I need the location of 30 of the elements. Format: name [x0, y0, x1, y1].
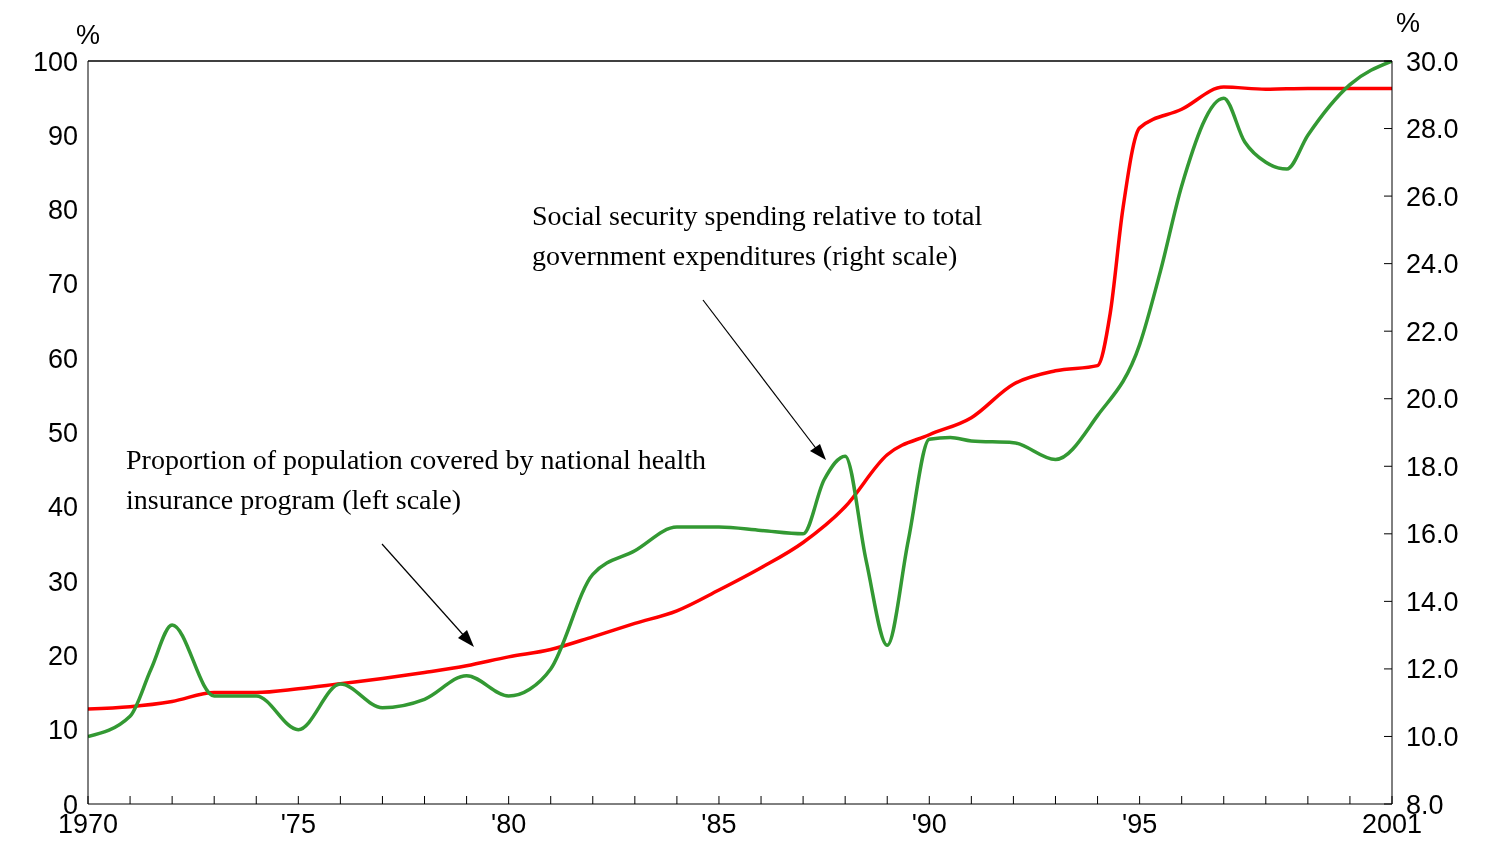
y2-tick-label: 30.0 [1406, 46, 1459, 77]
y2-tick-label: 22.0 [1406, 316, 1459, 347]
y-tick-label: 40 [47, 492, 78, 523]
y-tick-label: 10 [47, 715, 78, 746]
y2-tick-label: 24.0 [1406, 249, 1459, 280]
x-tick-label: '75 [280, 809, 316, 840]
x-tick-label: '85 [701, 809, 737, 840]
y-tick-label: 80 [47, 195, 78, 226]
y-tick-label: 70 [47, 269, 78, 300]
x-tick-label: '90 [911, 809, 947, 840]
y2-tick-label: 16.0 [1406, 519, 1459, 550]
y2-tick-label: 14.0 [1406, 586, 1459, 617]
y2-tick-label: 20.0 [1406, 384, 1459, 415]
y-tick-label: 90 [47, 120, 78, 151]
y-tick-label: 60 [47, 343, 78, 374]
x-tick-label: '80 [491, 809, 527, 840]
y-axis-title: % [75, 20, 101, 50]
y2-tick-label: 28.0 [1406, 114, 1459, 145]
y2-tick-label: 10.0 [1406, 722, 1459, 753]
y-tick-label: 20 [47, 640, 78, 671]
annotation: Social security spending relative to total government expenditures (right scale) [532, 199, 984, 273]
x-tick-label: '95 [1122, 809, 1158, 840]
y-tick-label: 50 [47, 418, 78, 449]
y2-tick-label: 12.0 [1406, 654, 1459, 685]
annotation: Proportion of population covered by national health insurance program (left scale) [126, 443, 708, 517]
y2-tick-label: 26.0 [1406, 181, 1459, 212]
y-tick-label: 100 [32, 46, 78, 77]
y2-tick-label: 18.0 [1406, 451, 1459, 482]
y2-axis-title: % [1395, 8, 1421, 38]
y-tick-label: 30 [47, 566, 78, 597]
